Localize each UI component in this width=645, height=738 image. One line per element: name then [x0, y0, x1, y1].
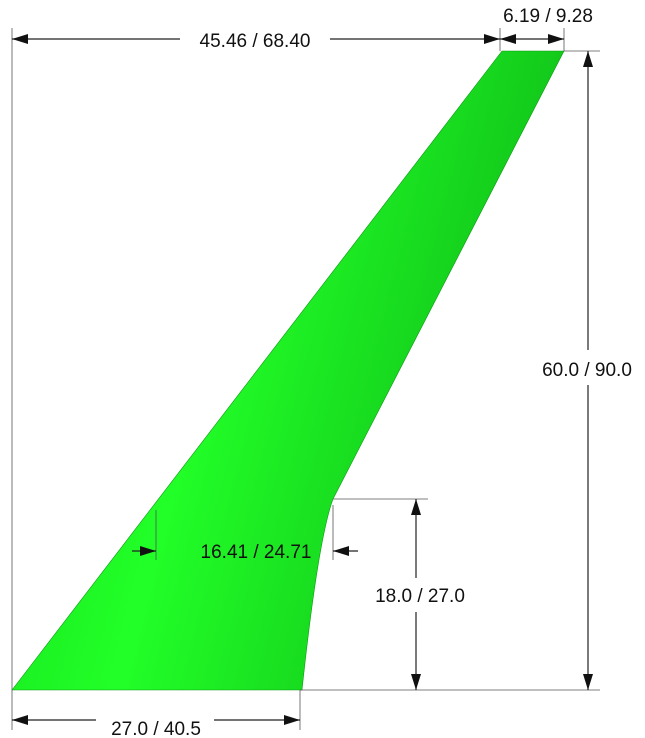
mid-chord-label: 16.41 / 24.71	[201, 542, 312, 563]
height-arrow-bottom	[583, 674, 593, 690]
top-span-label: 45.46 / 68.40	[200, 31, 311, 52]
top-span-arrow-left	[12, 34, 28, 44]
total-height-label: 60.0 / 90.0	[542, 360, 632, 381]
root-chord-label: 27.0 / 40.5	[111, 719, 201, 738]
tip-chord-arrow-left	[500, 34, 516, 44]
root-chord-arrow-right	[284, 715, 300, 725]
mid-chord-arrow-right	[333, 546, 349, 556]
tip-chord-arrow-right	[548, 34, 564, 44]
root-chord-arrow-left	[12, 715, 28, 725]
top-span-arrow-right	[484, 34, 500, 44]
mid-chord-arrow-left	[140, 546, 156, 556]
tip-chord-label: 6.19 / 9.28	[503, 6, 593, 27]
fin-shape	[11, 50, 565, 691]
kink-height-label: 18.0 / 27.0	[375, 586, 465, 607]
kink-arrow-bottom	[411, 674, 421, 690]
kink-arrow-top	[411, 499, 421, 515]
height-arrow-top	[583, 51, 593, 67]
root-chord-label-bg	[96, 712, 214, 738]
